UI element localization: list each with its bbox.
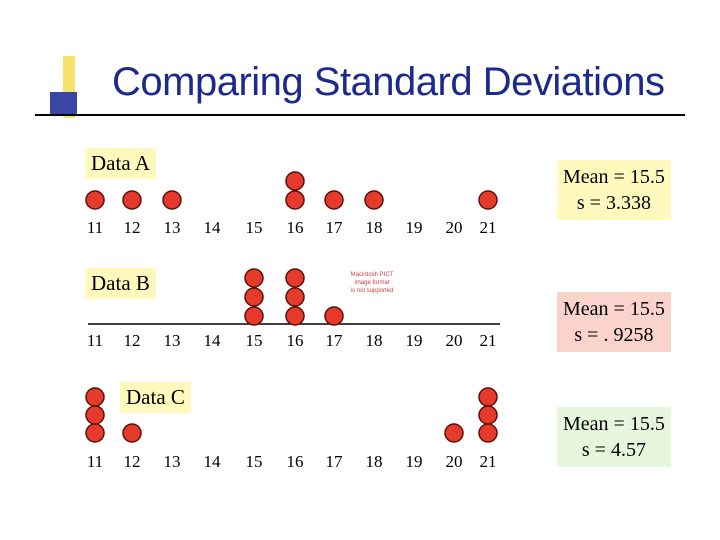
dot-data-c-11-1: [85, 423, 105, 443]
dot-data-b-15-1: [244, 306, 264, 326]
data-c-mean: Mean = 15.5: [563, 413, 665, 435]
title-decoration-blue: [50, 92, 77, 115]
tick-label-data-a-20: 20: [446, 218, 463, 237]
tick-label-data-a-18: 18: [366, 218, 383, 237]
dot-data-a-17-1: [324, 190, 344, 210]
tick-label-data-c-20: 20: [446, 452, 463, 471]
dot-data-a-13-1: [162, 190, 182, 210]
dot-data-c-21-2: [478, 405, 498, 425]
data-b-mean: Mean = 15.5: [563, 298, 665, 320]
dot-data-b-16-1: [285, 306, 305, 326]
unsupported-image-placeholder: Macintosh PICT image format is not support…: [351, 272, 394, 294]
tick-label-data-a-16: 16: [287, 218, 304, 237]
dot-data-a-12-1: [122, 190, 142, 210]
tick-label-data-b-12: 12: [124, 331, 141, 350]
dot-data-c-20-1: [444, 423, 464, 443]
dot-data-a-18-1: [364, 190, 384, 210]
tick-label-data-b-13: 13: [164, 331, 181, 350]
dot-data-c-12-1: [122, 423, 142, 443]
data-a-label: Data A: [85, 148, 156, 179]
data-a-stats: Mean = 15.5 s = 3.338: [557, 160, 671, 220]
tick-label-data-c-12: 12: [124, 452, 141, 471]
unsupported-image-line-3: is not supported: [351, 288, 394, 294]
unsupported-image-line-2: image format: [354, 280, 389, 286]
dot-data-c-21-1: [478, 423, 498, 443]
dot-data-b-16-3: [285, 268, 305, 288]
tick-label-data-b-16: 16: [287, 331, 304, 350]
tick-label-data-a-11: 11: [87, 218, 103, 237]
tick-label-data-c-15: 15: [246, 452, 263, 471]
dot-data-a-16-1: [285, 190, 305, 210]
tick-label-data-b-19: 19: [406, 331, 423, 350]
dot-data-c-21-3: [478, 387, 498, 407]
tick-label-data-a-21: 21: [480, 218, 497, 237]
tick-label-data-a-17: 17: [326, 218, 344, 237]
tick-label-data-b-11: 11: [87, 331, 103, 350]
tick-label-data-a-14: 14: [204, 218, 222, 237]
dot-data-c-11-2: [85, 405, 105, 425]
dot-data-c-11-3: [85, 387, 105, 407]
tick-label-data-b-18: 18: [366, 331, 383, 350]
dot-data-b-15-3: [244, 268, 264, 288]
tick-label-data-c-17: 17: [326, 452, 344, 471]
unsupported-image-line-1: Macintosh PICT: [351, 272, 394, 278]
dot-data-b-16-2: [285, 287, 305, 307]
data-c-label: Data C: [120, 382, 191, 413]
dot-data-b-15-2: [244, 287, 264, 307]
dot-data-a-16-2: [285, 171, 305, 191]
dot-data-b-17-1: [324, 306, 344, 326]
slide-title: Comparing Standard Deviations: [112, 60, 665, 104]
data-a-mean: Mean = 15.5: [563, 166, 665, 188]
tick-label-data-c-11: 11: [87, 452, 103, 471]
tick-label-data-b-14: 14: [204, 331, 222, 350]
title-underline: [35, 114, 685, 116]
tick-label-data-b-20: 20: [446, 331, 463, 350]
tick-label-data-c-13: 13: [164, 452, 181, 471]
data-b-label: Data B: [85, 268, 156, 299]
dot-data-a-21-1: [478, 190, 498, 210]
tick-label-data-c-18: 18: [366, 452, 383, 471]
tick-label-data-c-21: 21: [480, 452, 497, 471]
tick-label-data-b-15: 15: [246, 331, 263, 350]
data-c-stats: Mean = 15.5 s = 4.57: [557, 407, 671, 467]
tick-label-data-a-19: 19: [406, 218, 423, 237]
tick-label-data-c-16: 16: [287, 452, 304, 471]
tick-label-data-a-12: 12: [124, 218, 141, 237]
tick-label-data-c-19: 19: [406, 452, 423, 471]
tick-label-data-b-17: 17: [326, 331, 344, 350]
tick-label-data-b-21: 21: [480, 331, 497, 350]
data-b-stats: Mean = 15.5 s = . 9258: [557, 292, 671, 352]
tick-label-data-a-13: 13: [164, 218, 181, 237]
data-b-sd: s = . 9258: [574, 324, 654, 346]
data-c-sd: s = 4.57: [581, 439, 646, 461]
dot-data-a-11-1: [85, 190, 105, 210]
tick-label-data-a-15: 15: [246, 218, 263, 237]
tick-label-data-c-14: 14: [204, 452, 222, 471]
data-a-sd: s = 3.338: [576, 192, 651, 214]
